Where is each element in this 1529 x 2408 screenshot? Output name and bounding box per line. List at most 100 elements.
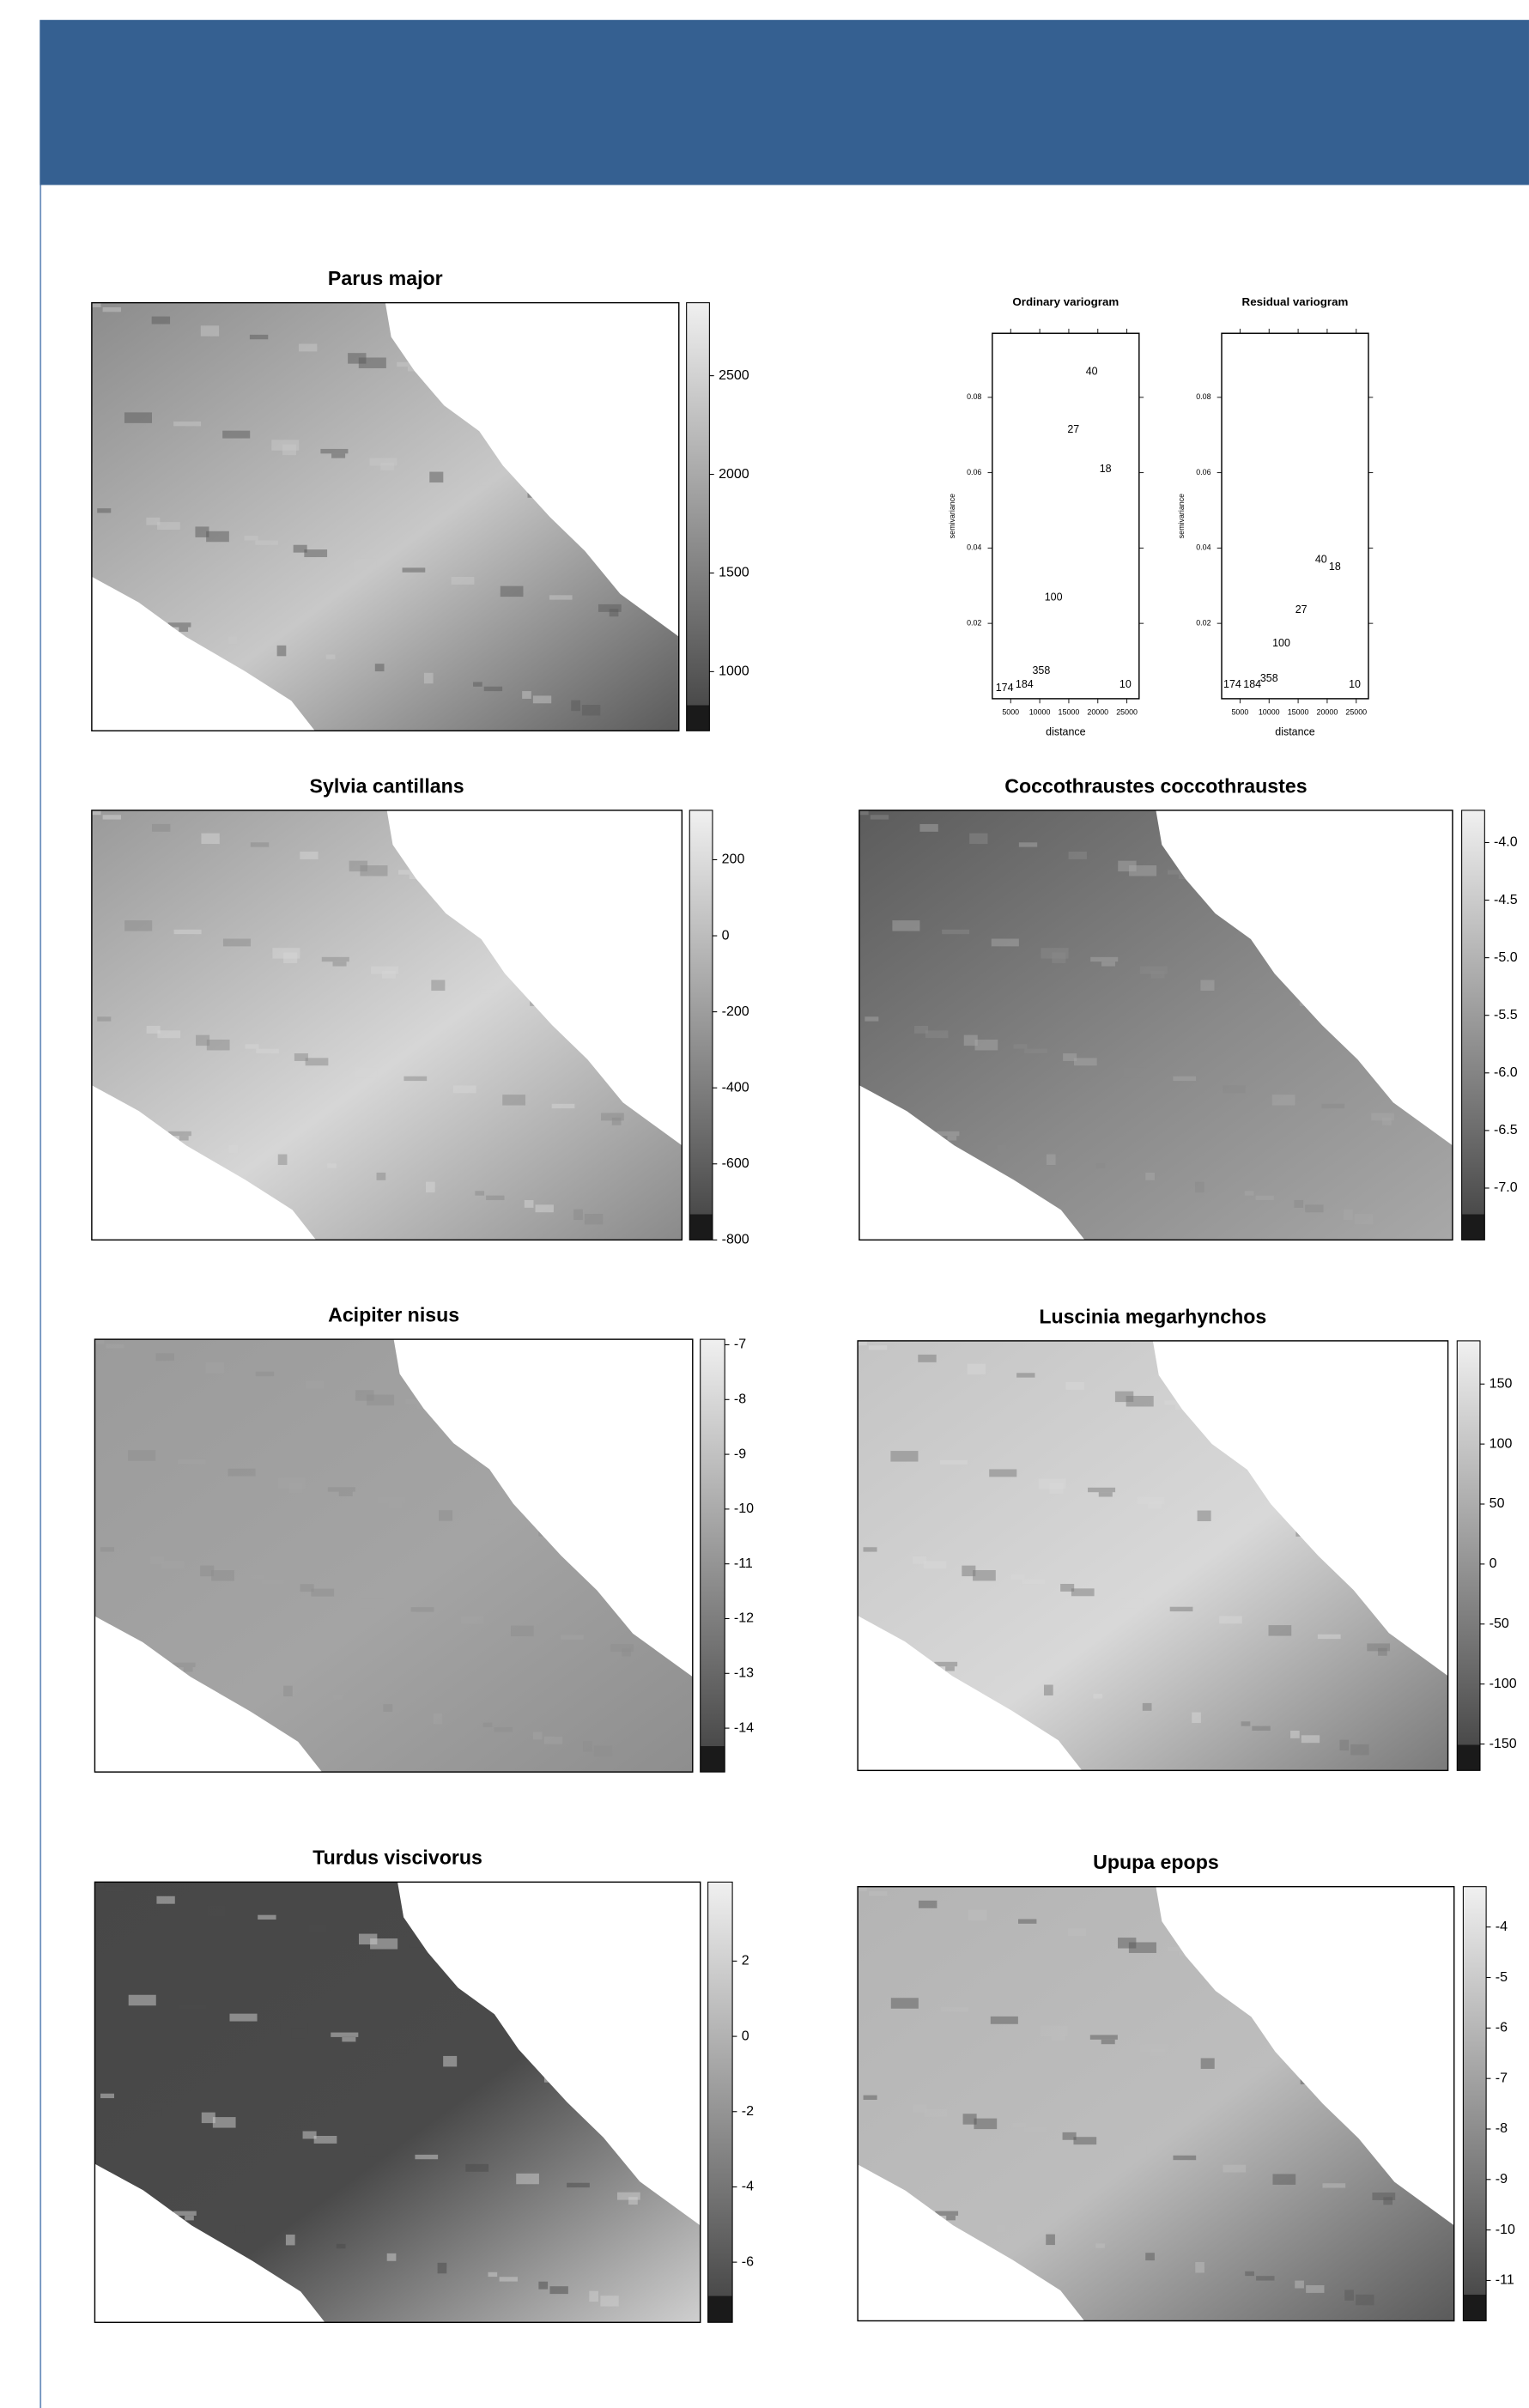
raster-texture <box>549 595 573 599</box>
raster-texture <box>525 1200 534 1208</box>
raster-texture <box>561 1635 584 1639</box>
raster-texture <box>250 1574 264 1579</box>
point-label: 100 <box>1272 637 1290 649</box>
colorbar-label: 0 <box>1490 1556 1497 1571</box>
raster-texture <box>869 1345 887 1350</box>
raster-texture <box>968 1364 986 1374</box>
colorbar-label: 2 <box>742 1953 749 1968</box>
raster-texture <box>156 1896 174 1904</box>
raster-texture <box>571 701 580 711</box>
colorbar-label: -4.0 <box>1494 834 1518 850</box>
colorbar-label: -7.0 <box>1494 1180 1518 1195</box>
colorbar-label: -4.5 <box>1494 892 1518 907</box>
raster-texture <box>1019 842 1037 846</box>
raster-texture <box>946 2216 956 2220</box>
raster-texture <box>1123 2146 1146 2156</box>
map-title: Parus major <box>328 267 443 289</box>
raster-texture <box>1290 1731 1300 1738</box>
raster-texture <box>924 1561 947 1568</box>
raster-texture <box>286 2235 295 2245</box>
raster-texture <box>1378 1648 1387 1656</box>
point-label: 40 <box>1086 365 1098 377</box>
y-tick-label: 0.08 <box>967 392 981 401</box>
raster-texture <box>1305 1204 1323 1212</box>
raster-texture <box>173 422 201 426</box>
raster-texture <box>488 2272 497 2277</box>
colorbar-label: -5 <box>1496 1969 1508 1985</box>
raster-texture <box>478 481 492 485</box>
raster-texture <box>1219 1616 1242 1623</box>
raster-texture <box>1173 1077 1196 1081</box>
raster-texture <box>452 577 475 585</box>
raster-texture <box>179 2005 207 2009</box>
raster-texture <box>355 1067 378 1077</box>
raster-texture <box>152 824 170 832</box>
raster-texture <box>1145 2253 1155 2260</box>
y-tick-label: 0.08 <box>1196 392 1210 401</box>
raster-texture <box>359 358 386 368</box>
raster-texture <box>1129 1942 1156 1952</box>
raster-texture <box>1322 2183 1345 2187</box>
x-tick-label: 25000 <box>1345 707 1367 716</box>
point-label: 18 <box>1100 463 1112 475</box>
raster-texture <box>475 1191 484 1195</box>
colorbar-label: -600 <box>722 1155 749 1171</box>
raster-texture <box>996 2225 1005 2233</box>
raster-texture <box>567 2183 590 2187</box>
raster-texture <box>157 1030 180 1038</box>
raster-texture <box>501 586 524 597</box>
raster-texture <box>255 540 278 544</box>
raster-texture <box>179 628 188 632</box>
raster-texture <box>465 2164 488 2172</box>
raster-texture <box>1011 1574 1025 1579</box>
x-axis-label: distance <box>1275 725 1314 737</box>
raster-texture <box>945 1666 955 1671</box>
colorbar-label: -11 <box>1496 2272 1514 2288</box>
raster-texture <box>544 1737 562 1744</box>
raster-texture <box>92 810 101 815</box>
y-axis-label: semivariance <box>948 494 956 538</box>
colorbar-label: -2 <box>742 2103 754 2119</box>
raster-texture <box>161 1561 185 1568</box>
raster-texture <box>256 1372 274 1376</box>
raster-texture <box>871 815 889 819</box>
raster-texture <box>1339 1740 1349 1750</box>
colorbar-label: -400 <box>722 1079 749 1095</box>
raster-texture <box>1052 953 1065 963</box>
x-tick-label: 10000 <box>1259 707 1280 716</box>
map-title: Luscinia megarhynchos <box>1039 1305 1266 1327</box>
raster-texture <box>628 2197 638 2205</box>
raster-texture <box>1101 2040 1115 2044</box>
point-label: 10 <box>1119 678 1132 690</box>
raster-texture <box>461 1616 484 1624</box>
raster-texture <box>1269 1625 1292 1635</box>
raster-texture <box>1173 2156 1196 2160</box>
raster-texture <box>890 1451 918 1461</box>
raster-texture <box>612 1118 622 1125</box>
raster-texture <box>106 1344 124 1348</box>
raster-texture <box>308 1925 326 1932</box>
raster-texture <box>1344 2290 1354 2300</box>
raster-texture <box>157 522 180 530</box>
raster-texture <box>500 2277 518 2281</box>
colorbar-label: -5.0 <box>1494 949 1518 965</box>
raster-texture <box>1052 2030 1065 2041</box>
raster-texture <box>201 834 219 844</box>
raster-texture <box>326 654 336 658</box>
raster-texture <box>387 2253 397 2261</box>
raster-texture <box>245 536 258 540</box>
raster-texture <box>919 1901 937 1908</box>
raster-texture <box>261 1580 284 1584</box>
raster-texture <box>494 2065 507 2070</box>
raster-texture <box>869 1891 887 1895</box>
raster-texture <box>223 938 251 946</box>
raster-texture <box>1016 1373 1035 1377</box>
colorbar-label: -6.0 <box>1494 1064 1518 1080</box>
raster-texture <box>919 824 937 832</box>
raster-texture <box>234 1677 243 1684</box>
x-tick-label: 25000 <box>1116 707 1138 716</box>
colorbar-label: 2000 <box>719 466 749 482</box>
raster-texture <box>997 1145 1006 1153</box>
raster-texture <box>1047 1155 1056 1165</box>
raster-texture <box>211 1570 234 1580</box>
